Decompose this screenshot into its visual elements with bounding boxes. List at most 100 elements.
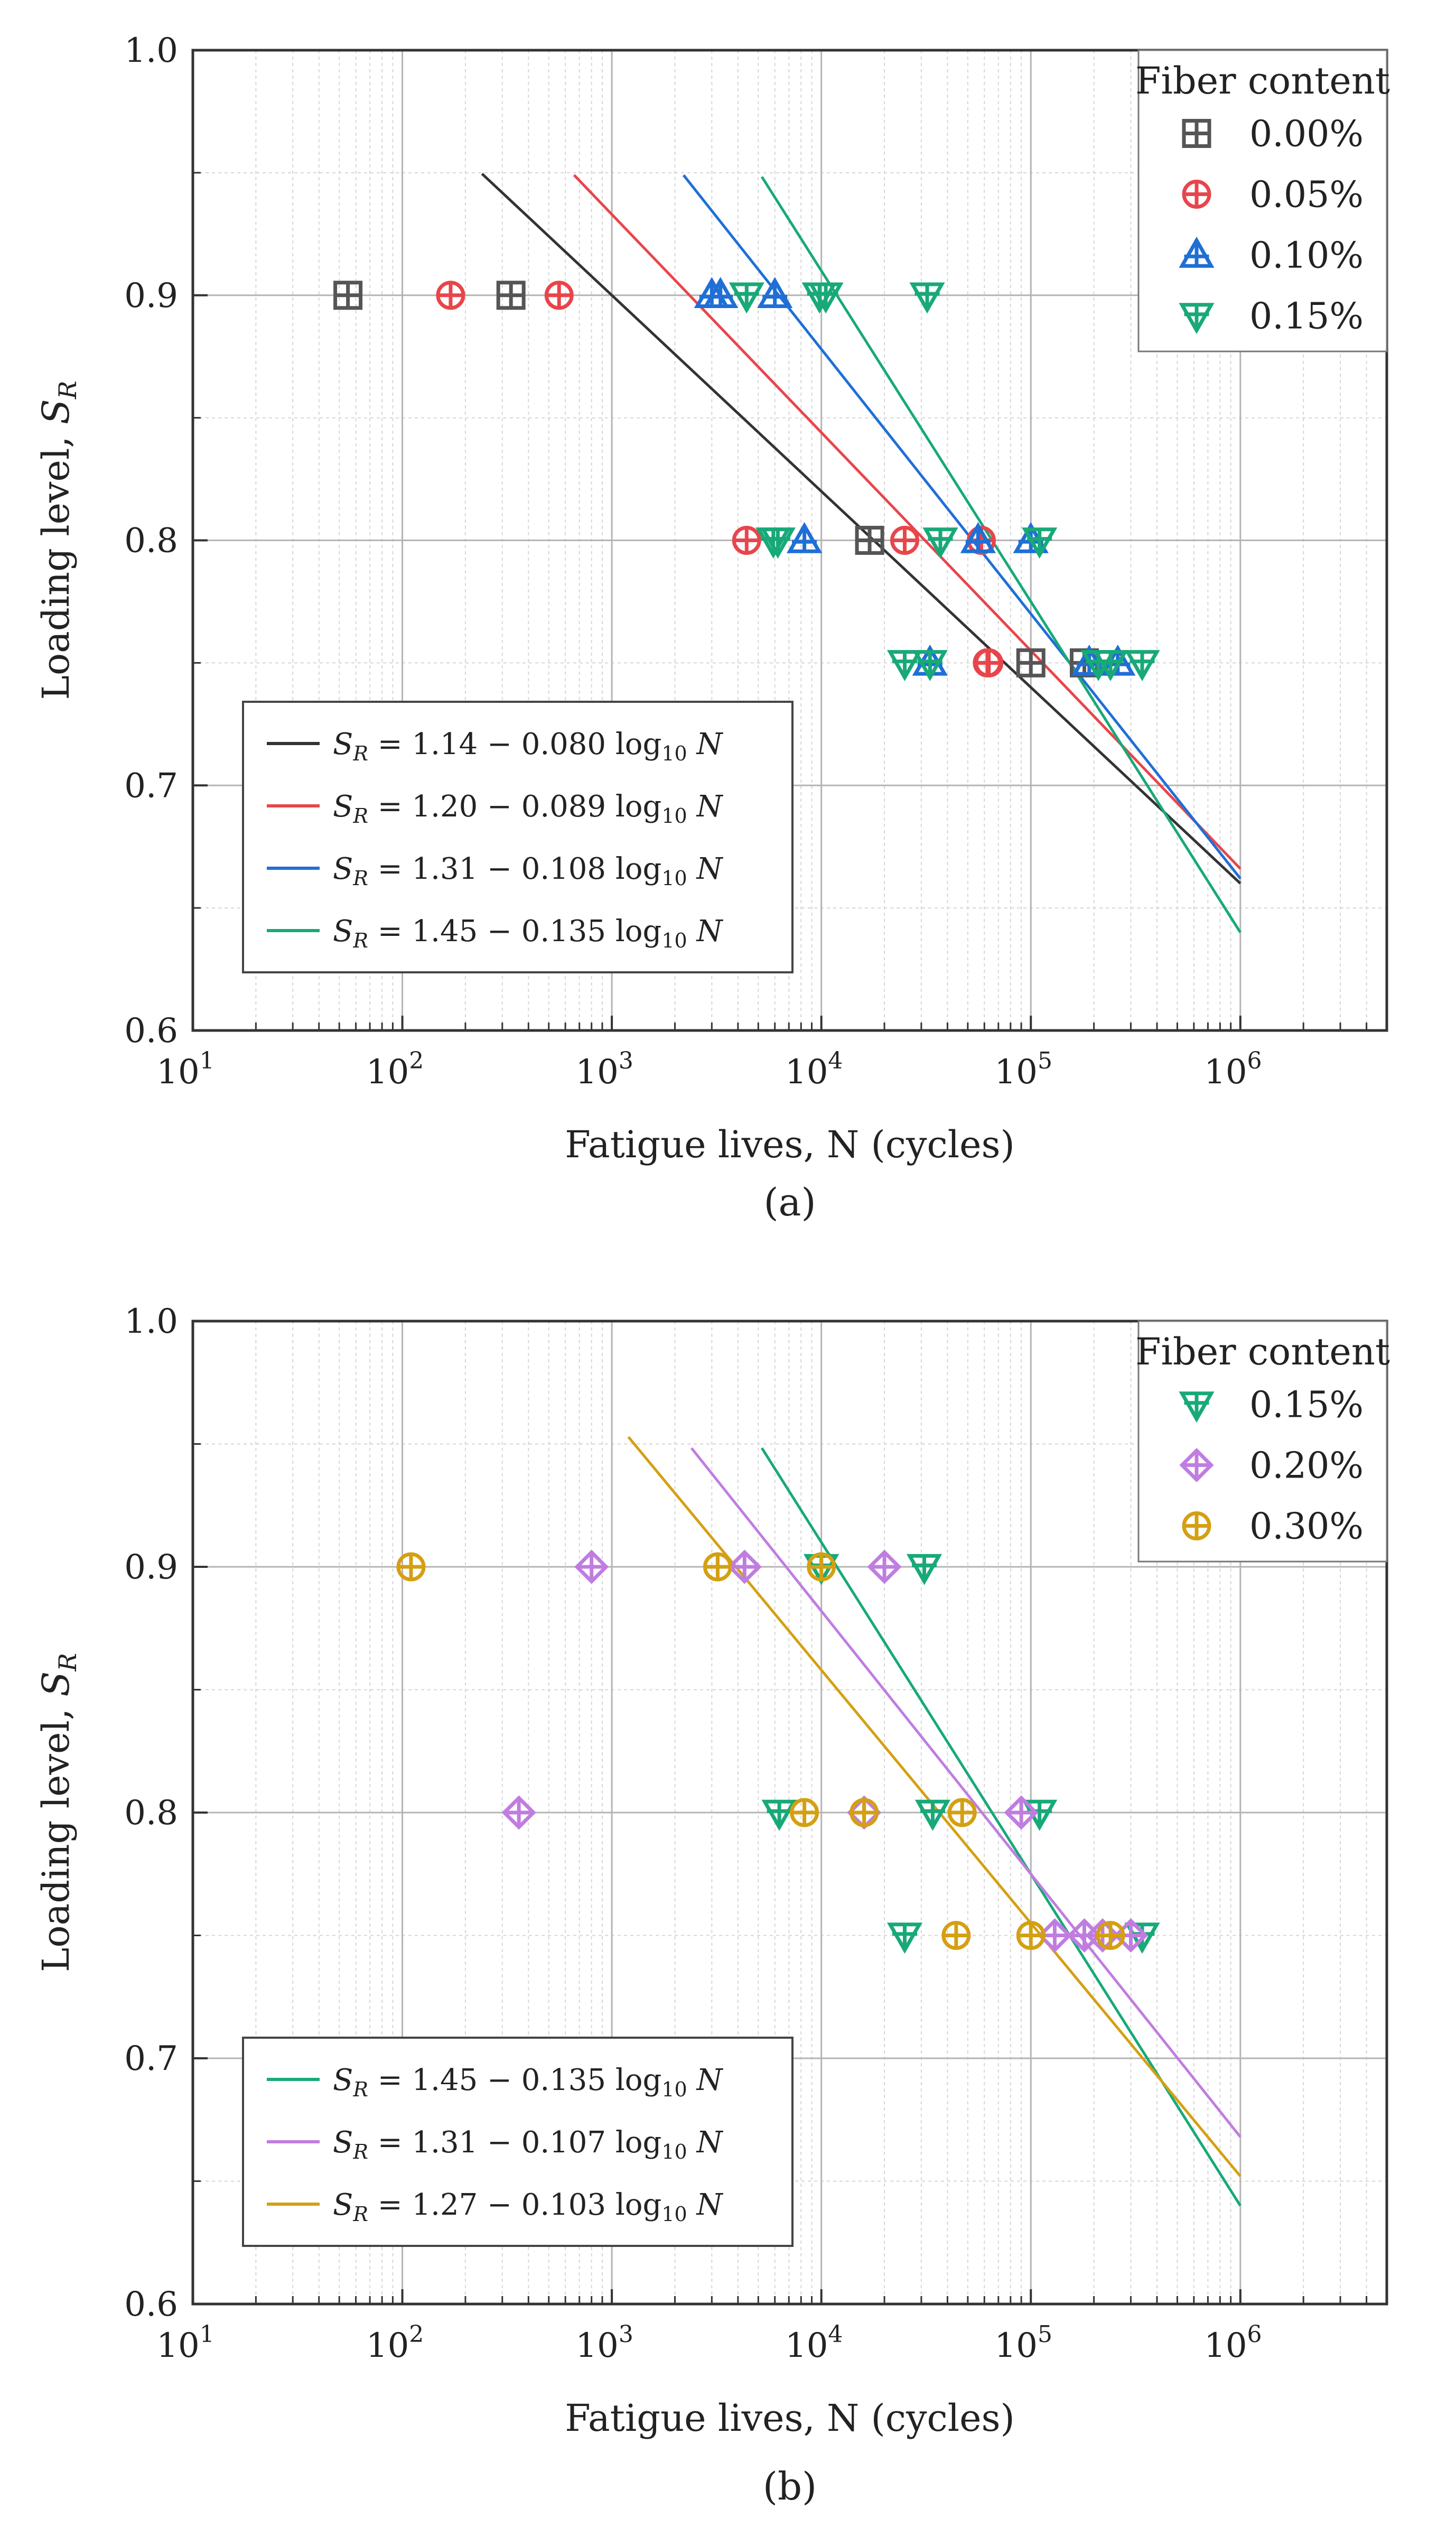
x-tick-label: 106 xyxy=(1204,1047,1262,1092)
y-tick-label: 0.7 xyxy=(124,766,178,805)
fit-line-0.20pct xyxy=(690,1447,1242,2138)
y-tick-label: 0.8 xyxy=(124,522,178,561)
legend-marker xyxy=(1179,236,1215,268)
x-tick-exponent: 3 xyxy=(619,1047,633,1074)
x-tick-label: 102 xyxy=(366,1047,424,1092)
eq-symbol: S xyxy=(333,852,353,886)
x-tick-label: 101 xyxy=(156,1047,214,1092)
y-axis-title-subscript: R xyxy=(53,1653,82,1672)
x-tick-exponent: 5 xyxy=(1038,1047,1052,1074)
data-point-0.20pct xyxy=(501,1795,536,1830)
data-point-0.15pct xyxy=(761,1799,797,1831)
equation-legend-label: SR = 1.27 − 0.103 log10 N xyxy=(333,2188,724,2226)
y-tick-label: 0.6 xyxy=(124,1011,178,1051)
legend-marker xyxy=(1179,1391,1215,1423)
data-point-0.30pct xyxy=(396,1552,426,1582)
data-points xyxy=(396,1549,1160,1954)
legend: Fiber content 0.15% 0.20% 0.30% xyxy=(1135,1320,1390,1563)
x-tick-base: 10 xyxy=(156,2326,199,2365)
x-axis: 101 102 103 104 105 106 xyxy=(156,2289,1368,2365)
eq-log: log xyxy=(606,914,661,949)
y-tick-label: 0.8 xyxy=(124,1794,178,1833)
eq-variable: N xyxy=(687,2125,724,2160)
y-tick-label: 1.0 xyxy=(124,1302,178,1341)
eq-subscript: R xyxy=(352,2078,368,2101)
data-point-0.05pct xyxy=(973,648,1002,677)
data-point-0.15pct xyxy=(906,1554,942,1585)
eq-subscript: R xyxy=(352,929,368,952)
x-tick-exponent: 5 xyxy=(1038,2321,1052,2348)
data-point-0.00pct xyxy=(333,281,363,310)
eq-coefficients: 1.45 − 0.135 xyxy=(412,914,606,949)
eq-equals: = xyxy=(368,2125,412,2160)
equation-legend-box xyxy=(242,701,794,973)
eq-equals: = xyxy=(368,789,412,824)
eq-coefficients: 1.14 − 0.080 xyxy=(412,727,606,761)
eq-log-base: 10 xyxy=(661,2078,687,2101)
eq-log-base: 10 xyxy=(661,2203,687,2226)
legend-marker xyxy=(1182,1511,1211,1540)
equation-legend-label: SR = 1.31 − 0.108 log10 N xyxy=(333,852,724,890)
eq-subscript: R xyxy=(352,2203,368,2226)
data-point-0.30pct xyxy=(807,1552,836,1582)
y-axis-title: Loading level, SR xyxy=(34,1653,82,1972)
data-point-0.10pct xyxy=(786,522,823,553)
eq-symbol: S xyxy=(333,2188,353,2222)
x-tick-label: 106 xyxy=(1204,2321,1262,2365)
data-point-0.15pct xyxy=(808,282,844,314)
x-tick-exponent: 4 xyxy=(828,2321,843,2348)
legend-box xyxy=(1137,1320,1388,1563)
data-point-0.00pct xyxy=(496,281,526,310)
x-tick-label: 102 xyxy=(366,2321,424,2365)
data-point-0.15pct xyxy=(1124,650,1160,682)
x-tick-base: 10 xyxy=(575,2326,618,2365)
y-tick-label: 0.9 xyxy=(124,1548,178,1587)
x-tick-base: 10 xyxy=(995,2326,1038,2365)
eq-equals: = xyxy=(368,2063,412,2097)
x-tick-exponent: 3 xyxy=(619,2321,633,2348)
y-axis-title-symbol: S xyxy=(34,399,78,424)
x-tick-base: 10 xyxy=(995,1053,1038,1092)
y-axis-title-text: Loading level, xyxy=(34,424,78,700)
eq-variable: N xyxy=(687,789,724,824)
legend-label: 0.00% xyxy=(1249,114,1364,155)
data-point-0.15pct xyxy=(922,527,958,559)
eq-symbol: S xyxy=(333,914,353,949)
y-tick-label: 1.0 xyxy=(124,31,178,70)
eq-log-base: 10 xyxy=(661,804,687,828)
data-point-0.05pct xyxy=(732,526,761,555)
eq-variable: N xyxy=(687,852,724,886)
x-tick-exponent: 1 xyxy=(200,2321,214,2348)
legend-label: 0.10% xyxy=(1249,235,1364,277)
x-tick-base: 10 xyxy=(785,1053,828,1092)
eq-symbol: S xyxy=(333,727,353,761)
data-point-0.15pct xyxy=(760,527,796,559)
data-point-0.15pct xyxy=(886,1922,923,1954)
eq-log-base: 10 xyxy=(661,929,687,952)
eq-log: log xyxy=(606,2063,661,2097)
legend-label: 0.20% xyxy=(1249,1445,1364,1487)
y-tick-label: 0.6 xyxy=(124,2285,178,2324)
x-tick-base: 10 xyxy=(1204,1053,1247,1092)
data-point-0.30pct xyxy=(1096,1921,1125,1950)
equation-legend-label: SR = 1.45 − 0.135 log10 N xyxy=(333,914,724,952)
eq-subscript: R xyxy=(352,867,368,890)
x-tick-label: 103 xyxy=(575,1047,633,1092)
eq-log: log xyxy=(606,727,661,761)
data-point-0.15pct xyxy=(909,282,945,314)
eq-symbol: S xyxy=(333,2125,353,2160)
data-point-0.20pct xyxy=(1004,1795,1039,1830)
x-axis-title: Fatigue lives, N (cycles) xyxy=(565,2396,1015,2440)
legend-box xyxy=(1137,49,1388,352)
x-tick-label: 104 xyxy=(785,2321,843,2365)
x-tick-exponent: 2 xyxy=(409,2321,424,2348)
eq-log: log xyxy=(606,789,661,824)
data-point-0.20pct xyxy=(574,1549,609,1584)
y-axis-title-text: Loading level, xyxy=(34,1697,78,1972)
legend-label: 0.15% xyxy=(1249,296,1364,338)
x-tick-base: 10 xyxy=(366,1053,409,1092)
data-point-0.15pct xyxy=(1022,527,1058,559)
x-tick-label: 101 xyxy=(156,2321,214,2365)
x-tick-exponent: 1 xyxy=(200,1047,214,1074)
